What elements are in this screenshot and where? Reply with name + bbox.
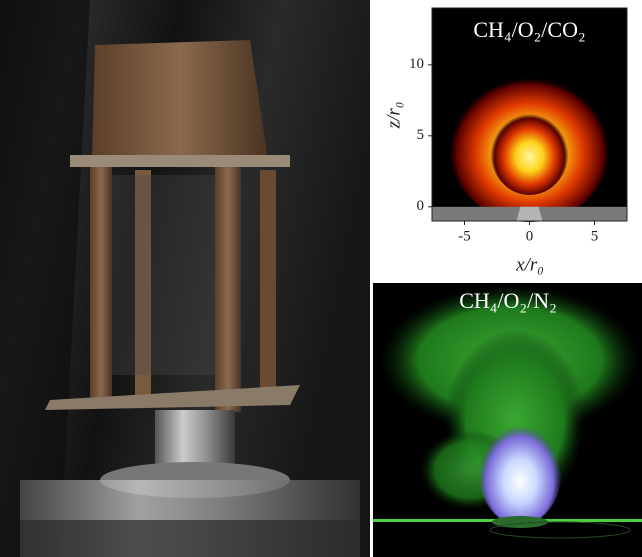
flame-photo: CH₄/O₂/N₂ [373, 283, 642, 557]
chart-title: CH₄/O₂/CO₂ [473, 17, 585, 42]
y-tick-label: 0 [417, 198, 425, 214]
x-axis-label: x/r₀ [515, 254, 544, 275]
x-tick-label: 5 [591, 228, 599, 244]
photo-label: CH₄/O₂/N₂ [459, 288, 557, 313]
y-tick-label: 5 [417, 127, 425, 143]
x-tick-label: -5 [458, 228, 471, 244]
figure: x/r₀ z/r₀ -5 0 5 0 5 10 CH₄/O₂/CO₂ CH₄/O₂/N₂ [0, 0, 642, 557]
burner-nozzle [517, 207, 543, 221]
y-tick-label: 10 [409, 56, 424, 72]
x-tick-label: 0 [526, 228, 534, 244]
apparatus-photo [0, 0, 370, 557]
flame-core [491, 110, 569, 195]
y-axis-label: z/r₀ [383, 102, 404, 130]
heatmap-panel: x/r₀ z/r₀ -5 0 5 0 5 10 CH₄/O₂/CO₂ [383, 8, 627, 275]
